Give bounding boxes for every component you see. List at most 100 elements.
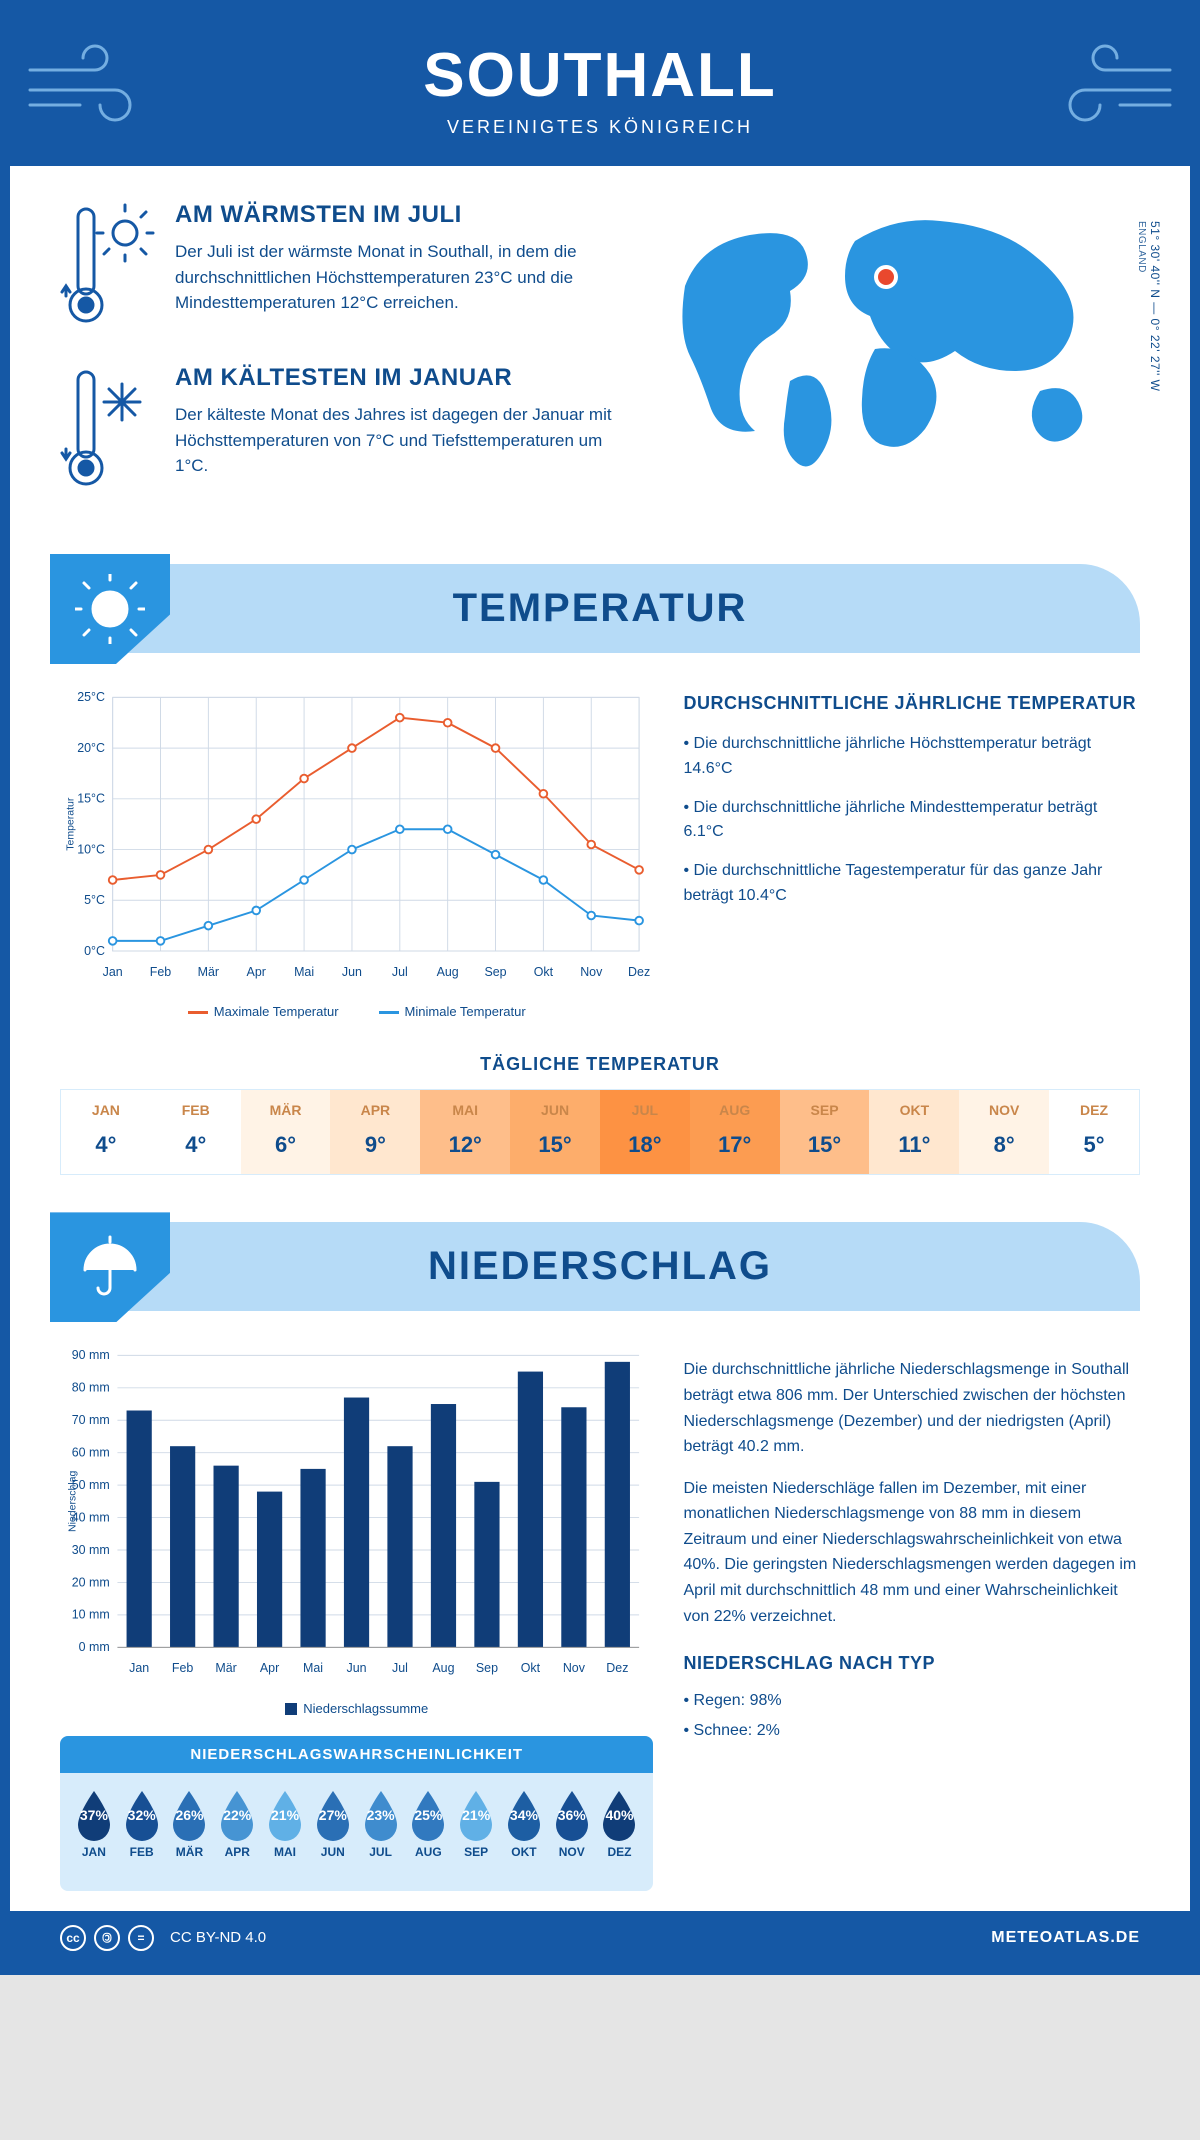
probability-drop: 21%MAI — [263, 1789, 307, 1881]
precipitation-bar-chart: 0 mm10 mm20 mm30 mm40 mm50 mm60 mm70 mm8… — [60, 1341, 653, 1891]
site-name: METEOATLAS.DE — [991, 1929, 1140, 1947]
svg-text:20 mm: 20 mm — [72, 1576, 110, 1590]
svg-text:15°C: 15°C — [77, 792, 105, 806]
svg-text:Mai: Mai — [294, 965, 314, 979]
daily-cell: MÄR6° — [241, 1090, 331, 1174]
summary-item: • Die durchschnittliche Tagestemperatur … — [683, 859, 1140, 909]
svg-text:Dez: Dez — [628, 965, 650, 979]
svg-text:Feb: Feb — [172, 1662, 194, 1676]
section-title: TEMPERATUR — [60, 586, 1140, 631]
daily-cell: SEP15° — [780, 1090, 870, 1174]
svg-text:Mär: Mär — [215, 1662, 236, 1676]
daily-cell: MAI12° — [420, 1090, 510, 1174]
probability-drop: 26%MÄR — [167, 1789, 211, 1881]
svg-text:Jan: Jan — [129, 1662, 149, 1676]
svg-text:10°C: 10°C — [77, 842, 105, 856]
svg-text:25°C: 25°C — [77, 690, 105, 704]
country-subtitle: VEREINIGTES KÖNIGREICH — [10, 117, 1190, 138]
summary-item: • Die durchschnittliche jährliche Höchst… — [683, 732, 1140, 782]
temperature-summary: DURCHSCHNITTLICHE JÄHRLICHE TEMPERATUR •… — [683, 683, 1140, 1019]
probability-title: NIEDERSCHLAGSWAHRSCHEINLICHKEIT — [60, 1736, 653, 1773]
probability-drop: 27%JUN — [311, 1789, 355, 1881]
fact-title: AM KÄLTESTEN IM JANUAR — [175, 364, 630, 392]
svg-text:20°C: 20°C — [77, 741, 105, 755]
thermometer-snow-icon — [60, 364, 155, 499]
sun-icon — [50, 554, 170, 664]
svg-text:10 mm: 10 mm — [72, 1608, 110, 1622]
daily-temp-table: JAN4°FEB4°MÄR6°APR9°MAI12°JUN15°JUL18°AU… — [60, 1089, 1140, 1175]
svg-text:Nov: Nov — [580, 965, 603, 979]
section-header-precipitation: NIEDERSCHLAG — [60, 1222, 1140, 1311]
svg-text:Feb: Feb — [150, 965, 172, 979]
svg-text:Nov: Nov — [563, 1662, 586, 1676]
svg-text:Sep: Sep — [484, 965, 506, 979]
daily-cell: DEZ5° — [1049, 1090, 1139, 1174]
svg-text:Dez: Dez — [606, 1662, 628, 1676]
svg-text:Okt: Okt — [534, 965, 554, 979]
by-icon: 🄯 — [94, 1925, 120, 1951]
summary-title: DURCHSCHNITTLICHE JÄHRLICHE TEMPERATUR — [683, 693, 1140, 714]
daily-cell: JUL18° — [600, 1090, 690, 1174]
probability-drop: 32%FEB — [120, 1789, 164, 1881]
probability-drop: 23%JUL — [359, 1789, 403, 1881]
daily-cell: APR9° — [330, 1090, 420, 1174]
summary-text: Die meisten Niederschläge fallen im Deze… — [683, 1476, 1140, 1630]
fact-coldest: AM KÄLTESTEN IM JANUAR Der kälteste Mona… — [60, 364, 630, 499]
svg-text:Sep: Sep — [476, 1662, 498, 1676]
probability-drop: 34%OKT — [502, 1789, 546, 1881]
probability-drop: 25%AUG — [406, 1789, 450, 1881]
license-text: CC BY-ND 4.0 — [170, 1929, 266, 1946]
probability-drop: 21%SEP — [454, 1789, 498, 1881]
coordinates: 51° 30' 40'' N — 0° 22' 27'' WENGLAND — [1134, 221, 1162, 391]
fact-text: Der kälteste Monat des Jahres ist dagege… — [175, 402, 630, 479]
svg-text:Apr: Apr — [260, 1662, 279, 1676]
daily-cell: AUG17° — [690, 1090, 780, 1174]
section-header-temperature: TEMPERATUR — [60, 564, 1140, 653]
probability-row: 37%JAN 32%FEB 26%MÄR 22%APR 21%MAI 27%JU… — [60, 1773, 653, 1891]
svg-text:Mai: Mai — [303, 1662, 323, 1676]
thermometer-sun-icon — [60, 201, 155, 336]
wind-icon — [25, 35, 165, 135]
intro-section: AM WÄRMSTEN IM JULI Der Juli ist der wär… — [10, 166, 1190, 552]
world-map: 51° 30' 40'' N — 0° 22' 27'' WENGLAND — [660, 201, 1140, 527]
summary-text: Die durchschnittliche jährliche Niedersc… — [683, 1357, 1140, 1459]
nd-icon: = — [128, 1925, 154, 1951]
probability-drop: 37%JAN — [72, 1789, 116, 1881]
summary-item: • Regen: 98% — [683, 1688, 1140, 1714]
svg-text:0°C: 0°C — [84, 944, 105, 958]
fact-title: AM WÄRMSTEN IM JULI — [175, 201, 630, 229]
svg-text:Jan: Jan — [103, 965, 123, 979]
daily-cell: FEB4° — [151, 1090, 241, 1174]
city-title: SOUTHALL — [10, 40, 1190, 111]
svg-text:Apr: Apr — [247, 965, 266, 979]
svg-text:5°C: 5°C — [84, 893, 105, 907]
svg-text:0 mm: 0 mm — [79, 1640, 110, 1654]
probability-drop: 36%NOV — [550, 1789, 594, 1881]
daily-cell: JAN4° — [61, 1090, 151, 1174]
daily-cell: JUN15° — [510, 1090, 600, 1174]
infographic-page: SOUTHALL VEREINIGTES KÖNIGREICH AM WÄRMS… — [0, 0, 1200, 1975]
svg-text:Temperatur: Temperatur — [64, 797, 76, 851]
svg-text:Okt: Okt — [521, 1662, 541, 1676]
daily-cell: NOV8° — [959, 1090, 1049, 1174]
svg-text:Jul: Jul — [392, 965, 408, 979]
svg-text:Jun: Jun — [342, 965, 362, 979]
svg-text:Mär: Mär — [198, 965, 219, 979]
summary-item: • Die durchschnittliche jährliche Mindes… — [683, 796, 1140, 846]
probability-drop: 22%APR — [215, 1789, 259, 1881]
header: SOUTHALL VEREINIGTES KÖNIGREICH — [10, 10, 1190, 166]
section-title: NIEDERSCHLAG — [60, 1244, 1140, 1289]
svg-text:Jun: Jun — [346, 1662, 366, 1676]
cc-icon: cc — [60, 1925, 86, 1951]
footer: cc 🄯 = CC BY-ND 4.0 METEOATLAS.DE — [10, 1911, 1190, 1965]
summary-item: • Schnee: 2% — [683, 1718, 1140, 1744]
wind-icon — [1035, 35, 1175, 135]
svg-text:Aug: Aug — [432, 1662, 454, 1676]
temperature-line-chart: 0°C 5°C 10°C 15°C 20°C 25°C Jan Feb Mär Apr Mai Jun… — [60, 683, 653, 1019]
daily-cell: OKT11° — [869, 1090, 959, 1174]
svg-text:70 mm: 70 mm — [72, 1413, 110, 1427]
probability-drop: 40%DEZ — [597, 1789, 641, 1881]
fact-warmest: AM WÄRMSTEN IM JULI Der Juli ist der wär… — [60, 201, 630, 336]
svg-text:30 mm: 30 mm — [72, 1543, 110, 1557]
svg-text:80 mm: 80 mm — [72, 1381, 110, 1395]
